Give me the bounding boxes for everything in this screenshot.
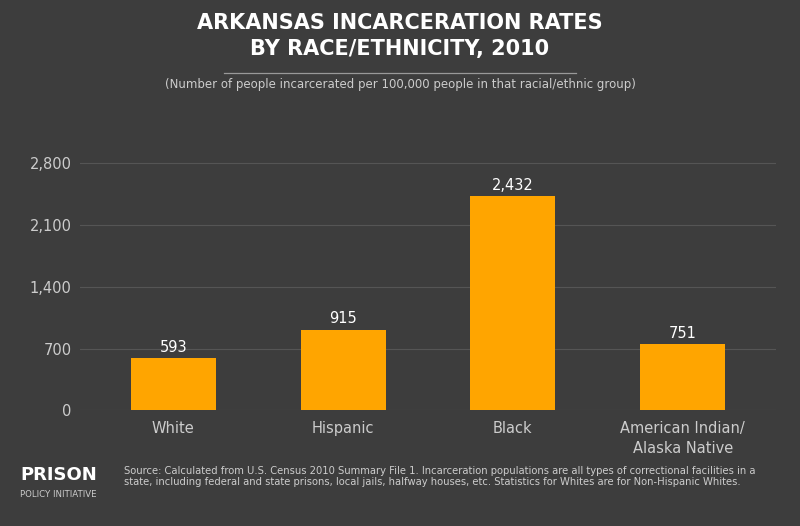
Text: ARKANSAS INCARCERATION RATES: ARKANSAS INCARCERATION RATES xyxy=(197,13,603,33)
Bar xyxy=(301,329,386,410)
Text: Source: Calculated from U.S. Census 2010 Summary File 1. Incarceration populatio: Source: Calculated from U.S. Census 2010… xyxy=(124,466,755,487)
Text: 915: 915 xyxy=(330,311,357,327)
Text: BY RACE/ETHNICITY, 2010: BY RACE/ETHNICITY, 2010 xyxy=(250,39,550,59)
Text: (Number of people incarcerated per 100,000 people in that racial/ethnic group): (Number of people incarcerated per 100,0… xyxy=(165,78,635,91)
Text: PRISON: PRISON xyxy=(20,466,97,483)
Text: POLICY INITIATIVE: POLICY INITIATIVE xyxy=(20,490,97,499)
Bar xyxy=(470,196,555,410)
Bar xyxy=(131,358,216,410)
Bar xyxy=(640,344,725,410)
Text: 2,432: 2,432 xyxy=(492,178,534,193)
Text: 751: 751 xyxy=(669,326,697,341)
Text: 593: 593 xyxy=(159,340,187,355)
